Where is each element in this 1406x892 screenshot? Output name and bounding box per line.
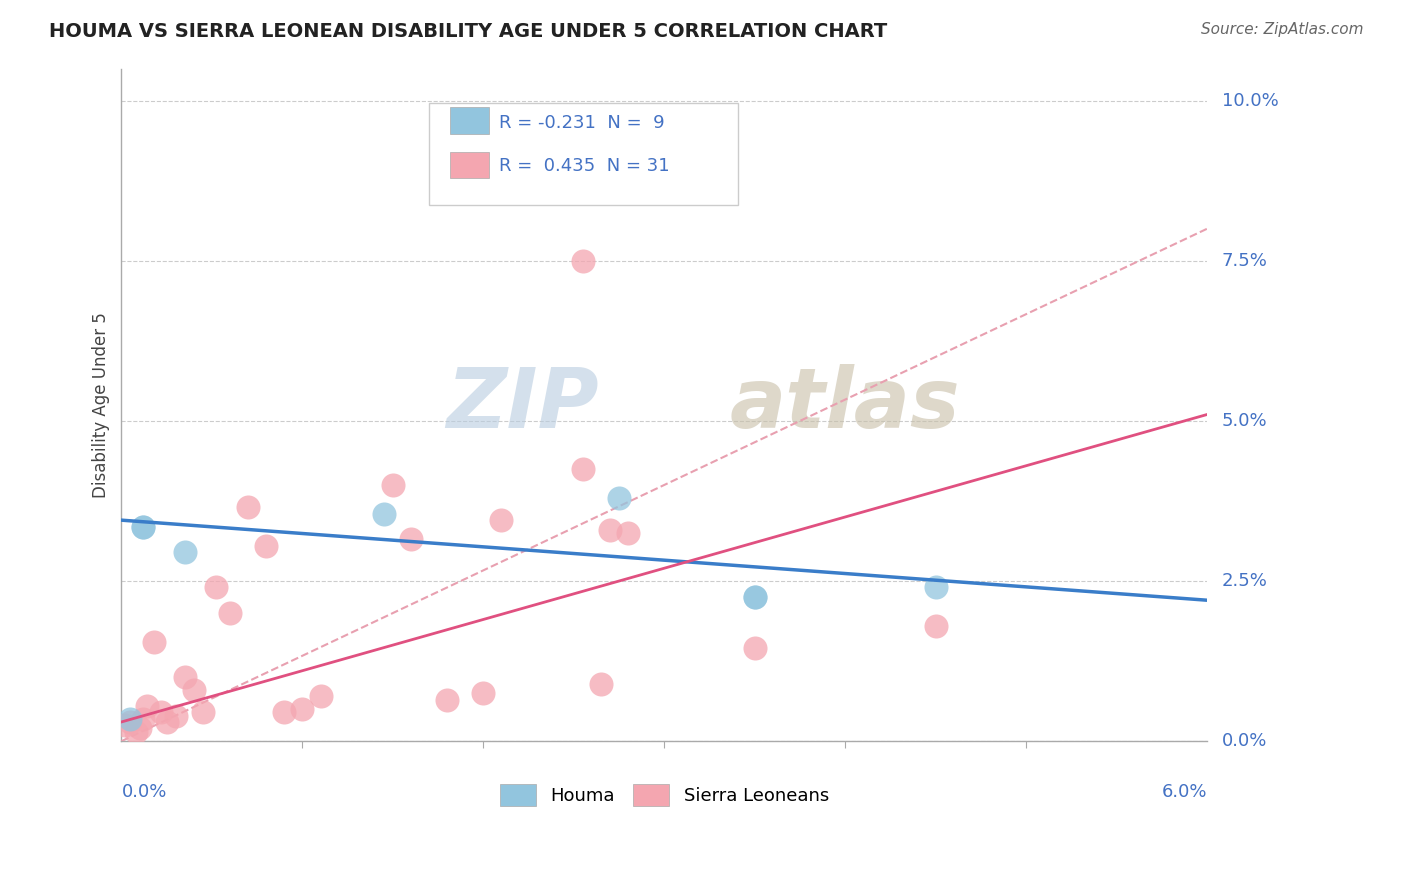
Point [135, 698, 157, 713]
Point [607, 491, 630, 505]
Point [173, 670, 195, 684]
Point [617, 525, 640, 540]
Point [744, 641, 766, 656]
Point [589, 676, 612, 690]
Point [572, 462, 595, 476]
Text: 10.0%: 10.0% [1222, 92, 1278, 110]
Point [120, 712, 142, 726]
Point [436, 692, 458, 706]
Point [150, 706, 173, 720]
Point [204, 581, 226, 595]
Point [183, 682, 205, 697]
Point [373, 507, 395, 521]
Point [128, 722, 150, 736]
Point [925, 619, 948, 633]
Point [132, 712, 155, 726]
Point [132, 519, 155, 533]
Point [381, 478, 404, 492]
Point [491, 513, 513, 527]
Point [309, 690, 332, 704]
Point [399, 533, 422, 547]
Point [925, 581, 948, 595]
Point [114, 718, 136, 732]
Point [143, 635, 166, 649]
Point [744, 590, 766, 604]
Point [472, 686, 495, 700]
Point [132, 519, 155, 533]
Text: 7.5%: 7.5% [1222, 252, 1268, 269]
Point [744, 590, 766, 604]
Point [254, 539, 277, 553]
Point [236, 500, 259, 515]
Text: R = -0.231  N =  9: R = -0.231 N = 9 [499, 114, 665, 132]
Text: Source: ZipAtlas.com: Source: ZipAtlas.com [1201, 22, 1364, 37]
Point [219, 606, 242, 620]
Point [572, 253, 595, 268]
Point [191, 706, 214, 720]
Point [273, 706, 295, 720]
Point [599, 523, 621, 537]
Text: HOUMA VS SIERRA LEONEAN DISABILITY AGE UNDER 5 CORRELATION CHART: HOUMA VS SIERRA LEONEAN DISABILITY AGE U… [49, 22, 887, 41]
Point [291, 702, 314, 716]
Point [125, 724, 148, 739]
Point [156, 714, 179, 729]
Text: 0.0%: 0.0% [121, 783, 167, 801]
Text: 0.0%: 0.0% [1222, 732, 1267, 750]
Point [165, 708, 187, 723]
Text: 6.0%: 6.0% [1161, 783, 1208, 801]
Point [173, 545, 195, 559]
Point [120, 714, 142, 729]
Legend: Houma, Sierra Leoneans: Houma, Sierra Leoneans [492, 776, 837, 813]
Text: 5.0%: 5.0% [1222, 412, 1267, 430]
Y-axis label: Disability Age Under 5: Disability Age Under 5 [93, 312, 110, 498]
Text: atlas: atlas [730, 364, 960, 445]
Text: 2.5%: 2.5% [1222, 572, 1268, 590]
Text: ZIP: ZIP [447, 364, 599, 445]
Text: R =  0.435  N = 31: R = 0.435 N = 31 [499, 157, 669, 175]
